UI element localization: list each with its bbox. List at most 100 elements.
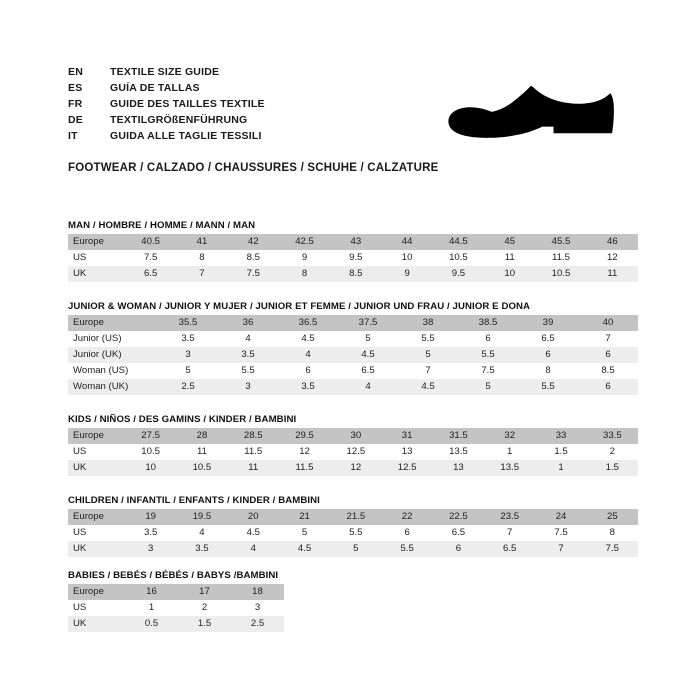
cell: 3.5	[278, 379, 338, 395]
cell: 28	[176, 428, 228, 444]
section-title-junior-woman: JUNIOR & WOMAN / JUNIOR Y MUJER / JUNIOR…	[68, 301, 531, 312]
section-kids: KIDS / NIÑOS / DES GAMINS / KINDER / BAM…	[68, 414, 638, 476]
language-row: DE TEXTILGRÖßENFÜHRUNG	[68, 112, 438, 128]
cell: 6.5	[518, 331, 578, 347]
cell: 7	[578, 331, 638, 347]
cell: 44.5	[432, 234, 485, 250]
table-row: UK 6.5 7 7.5 8 8.5 9 9.5 10 10.5 11	[68, 266, 638, 282]
size-table-man: Europe 40.5 41 42 42.5 43 44 44.5 45 45.…	[68, 234, 638, 282]
table-row: Europe 27.5 28 28.5 29.5 30 31 31.5 32 3…	[68, 428, 638, 444]
cell: 10.5	[535, 266, 587, 282]
cell: 4	[218, 331, 278, 347]
cell: 7.5	[535, 525, 587, 541]
cell: 8	[278, 266, 331, 282]
cell: 38.5	[458, 315, 518, 331]
cell: 3.5	[176, 541, 228, 557]
cell: 8	[586, 525, 638, 541]
cell: 11	[227, 460, 279, 476]
row-label: UK	[68, 266, 125, 282]
cell: 8.5	[227, 250, 279, 266]
cell: 5	[398, 347, 458, 363]
size-table-junior-woman: Europe 35.5 36 36.5 37.5 38 38.5 39 40 J…	[68, 315, 638, 395]
cell: 5.5	[398, 331, 458, 347]
cell: 4.5	[278, 541, 331, 557]
language-code-de: DE	[68, 114, 83, 126]
section-title-man: MAN / HOMBRE / HOMME / MANN / MAN	[68, 220, 256, 231]
cell: 37.5	[338, 315, 398, 331]
language-code-en: EN	[68, 66, 83, 78]
cell: 6	[432, 541, 485, 557]
cell: 4	[338, 379, 398, 395]
row-label: Europe	[68, 234, 125, 250]
cell: 9	[278, 250, 331, 266]
table-row: Woman (US) 5 5.5 6 6.5 7 7.5 8 8.5	[68, 363, 638, 379]
cell: 10.5	[125, 444, 177, 460]
row-label: Europe	[68, 315, 158, 331]
cell: 7.5	[458, 363, 518, 379]
table-row: Europe 40.5 41 42 42.5 43 44 44.5 45 45.…	[68, 234, 638, 250]
cell: 3.5	[218, 347, 278, 363]
row-label: UK	[68, 460, 125, 476]
cell: 33	[535, 428, 587, 444]
cell: 25	[586, 509, 638, 525]
cell: 12.5	[381, 460, 433, 476]
cell: 21	[278, 509, 331, 525]
cell: 17	[178, 584, 231, 600]
size-table-children: Europe 19 19.5 20 21 21.5 22 22.5 23.5 2…	[68, 509, 638, 557]
cell: 11.5	[227, 444, 279, 460]
cell: 5.5	[330, 525, 382, 541]
language-row: ES GUÍA DE TALLAS	[68, 80, 438, 96]
cell: 35.5	[158, 315, 218, 331]
row-label: Woman (UK)	[68, 379, 158, 395]
cell: 36	[218, 315, 278, 331]
section-babies: BABIES / BEBÉS / BÉBÉS / BABYS /BAMBINI …	[68, 570, 284, 632]
cell: 10.5	[432, 250, 485, 266]
cell: 40	[578, 315, 638, 331]
row-label: UK	[68, 541, 125, 557]
cell: 2.5	[158, 379, 218, 395]
language-title-en: TEXTILE SIZE GUIDE	[110, 66, 220, 78]
table-row: Europe 16 17 18	[68, 584, 284, 600]
language-title-fr: GUIDE DES TAILLES TEXTILE	[110, 98, 265, 110]
section-title-kids: KIDS / NIÑOS / DES GAMINS / KINDER / BAM…	[68, 414, 297, 425]
cell: 43	[330, 234, 382, 250]
cell: 2	[178, 600, 231, 616]
cell: 5.5	[218, 363, 278, 379]
cell: 4.5	[398, 379, 458, 395]
cell: 3.5	[158, 331, 218, 347]
language-row: IT GUIDA ALLE TAGLIE TESSILI	[68, 128, 438, 144]
cell: 23.5	[484, 509, 536, 525]
cell: 0.5	[125, 616, 178, 632]
row-label: Europe	[68, 428, 125, 444]
cell: 5	[458, 379, 518, 395]
language-code-es: ES	[68, 82, 83, 94]
cell: 6.5	[484, 541, 536, 557]
language-title-it: GUIDA ALLE TAGLIE TESSILI	[110, 130, 262, 142]
cell: 13	[381, 444, 433, 460]
cell: 42.5	[278, 234, 331, 250]
language-code-it: IT	[68, 130, 78, 142]
cell: 40.5	[125, 234, 177, 250]
cell: 20	[227, 509, 279, 525]
table-row: Europe 35.5 36 36.5 37.5 38 38.5 39 40	[68, 315, 638, 331]
cell: 10	[381, 250, 433, 266]
language-row: EN TEXTILE SIZE GUIDE	[68, 64, 438, 80]
cell: 10	[484, 266, 536, 282]
table-row: US 3.5 4 4.5 5 5.5 6 6.5 7 7.5 8	[68, 525, 638, 541]
table-row: UK 10 10.5 11 11.5 12 12.5 13 13.5 1 1.5	[68, 460, 638, 476]
table-row: US 1 2 3	[68, 600, 284, 616]
cell: 36.5	[278, 315, 338, 331]
table-row: Junior (UK) 3 3.5 4 4.5 5 5.5 6 6	[68, 347, 638, 363]
cell: 11.5	[278, 460, 331, 476]
cell: 10.5	[176, 460, 228, 476]
cell: 16	[125, 584, 178, 600]
cell: 4.5	[278, 331, 338, 347]
row-label: Europe	[68, 584, 125, 600]
cell: 31	[381, 428, 433, 444]
cell: 11	[586, 266, 638, 282]
cell: 3	[158, 347, 218, 363]
cell: 12.5	[330, 444, 382, 460]
cell: 5	[330, 541, 382, 557]
cell: 6	[578, 379, 638, 395]
